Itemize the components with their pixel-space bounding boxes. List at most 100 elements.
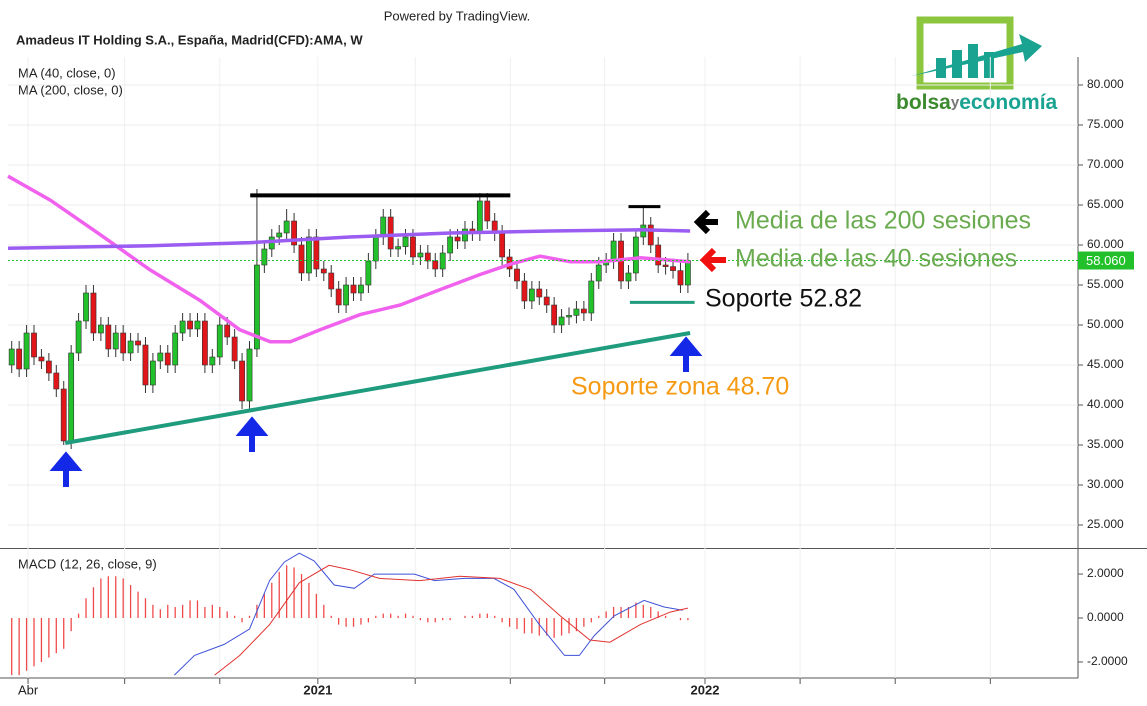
candle-body [142, 344, 149, 386]
y-tick-label: 80.000 [1087, 77, 1124, 91]
macd-title: MACD (12, 26, close, 9) [18, 556, 157, 571]
legend-entry: MA (200, close, 0) [18, 82, 123, 97]
candle-body [677, 270, 684, 286]
annotation: Soporte zona 48.70 [571, 373, 789, 401]
candle-body [298, 244, 305, 274]
black-arrow [693, 209, 718, 235]
candle-body [462, 228, 468, 242]
candle-body [432, 260, 439, 270]
candle-body [187, 320, 193, 330]
candle-body [372, 236, 379, 262]
candle-body [261, 248, 268, 266]
y-tick-label: 60.000 [1087, 237, 1124, 251]
candle-body [16, 348, 23, 370]
y-tick-label: 40.000 [1087, 397, 1124, 411]
logo-part: economía [959, 91, 1057, 114]
candle-body [60, 388, 67, 442]
candle-body [454, 236, 461, 242]
candle-body [320, 268, 327, 274]
logo-part: bolsa [896, 91, 951, 114]
candle-body [447, 236, 454, 254]
candle-body [127, 340, 134, 354]
y-tick-label: 25.000 [1087, 517, 1124, 531]
candle-body [484, 200, 491, 222]
candle-body [239, 360, 245, 402]
candle-body [105, 324, 112, 350]
trendline [64, 331, 691, 445]
candle-body [306, 236, 312, 274]
candle-body [164, 352, 171, 366]
x-tick-label: 2022 [691, 682, 720, 697]
y-tick-label: 35.000 [1087, 437, 1124, 451]
y-tick-label: 75.000 [1087, 117, 1124, 131]
candle-body [45, 360, 52, 374]
logo-part: y [951, 94, 960, 111]
powered-by: Powered by TradingView. [384, 8, 530, 23]
candle-body [157, 352, 164, 362]
y-tick-label: -2.0000 [1087, 654, 1128, 668]
candle-body [216, 324, 223, 358]
candle-body [283, 220, 290, 234]
candle-body [499, 232, 506, 258]
candle-body [135, 340, 141, 346]
logo-bar [984, 52, 994, 78]
red-arrow [699, 247, 726, 273]
arrows [49, 209, 726, 487]
moving-average [7, 228, 691, 250]
candle-body [521, 280, 528, 302]
candle-body [224, 324, 231, 338]
annotation: Media de las 200 sesiones [735, 207, 1031, 235]
candle-body [38, 356, 45, 362]
x-tick-label: Abr [18, 682, 39, 697]
candle-body [358, 284, 364, 294]
last-price-box [1078, 251, 1134, 270]
candle-body [543, 296, 550, 306]
candle-body [335, 288, 342, 306]
moving-average [7, 174, 691, 344]
candle-body [417, 252, 424, 258]
candle-body [610, 240, 617, 262]
candle-body [31, 332, 37, 358]
candle-body [276, 232, 283, 238]
candle-body [8, 348, 15, 366]
candle-body [551, 304, 558, 326]
candle-body [662, 264, 669, 267]
y-tick-label: 65.000 [1087, 197, 1124, 211]
candle-body [580, 308, 587, 314]
logo: bolsayeconomía [896, 16, 1058, 114]
y-tick-label: 50.000 [1087, 317, 1124, 331]
candle-body [112, 332, 119, 350]
last-price-label: 58.060 [1086, 253, 1126, 268]
candle-body [573, 308, 580, 316]
candle-body [514, 268, 520, 282]
candle-body [254, 264, 260, 350]
candle-body [476, 200, 483, 234]
candle-body [231, 336, 238, 362]
candle-body [194, 320, 201, 330]
y-tick-label: 0.0000 [1087, 610, 1124, 624]
candle-body [350, 284, 357, 294]
candle-body [68, 352, 75, 442]
candle-body [172, 332, 179, 366]
candle-body [291, 220, 297, 246]
candle-body [558, 316, 565, 326]
candle-body [588, 280, 595, 314]
candle-body [343, 284, 349, 306]
candle-body [395, 246, 402, 250]
legend-entry: MA (40, close, 0) [18, 65, 116, 80]
candle-body [328, 272, 335, 290]
candle-body [402, 236, 409, 247]
candle-body [647, 224, 654, 246]
candle-body [684, 260, 691, 286]
candle-body [632, 236, 639, 274]
blue-arrow [235, 416, 269, 452]
chart-title: Amadeus IT Holding S.A., España, Madrid(… [16, 32, 363, 47]
candle-body [149, 360, 156, 386]
candle-body [209, 356, 216, 366]
candle-body [90, 292, 97, 334]
x-tick-label: 2021 [303, 682, 332, 697]
candle-body [536, 288, 543, 298]
candle-body [528, 288, 535, 302]
macd-line [174, 552, 683, 676]
candle-body [23, 332, 30, 370]
